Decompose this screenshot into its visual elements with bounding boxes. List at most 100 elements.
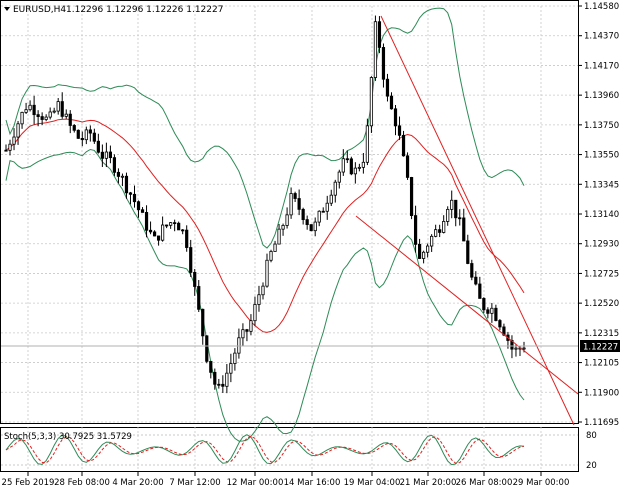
dropdown-triangle-icon[interactable] bbox=[4, 7, 10, 11]
candle-body bbox=[405, 155, 410, 178]
candle-body bbox=[132, 193, 137, 203]
y-tick-label: 1.13345 bbox=[584, 180, 619, 190]
candle-body bbox=[221, 383, 225, 387]
candle-body bbox=[24, 109, 28, 113]
candle-body bbox=[209, 360, 213, 373]
candle-body bbox=[189, 247, 193, 273]
stoch-main-line bbox=[5, 434, 525, 466]
candle-body bbox=[393, 108, 398, 127]
candle-body bbox=[490, 307, 494, 314]
candle-body bbox=[144, 212, 149, 231]
x-tick-label: 21 Mar 20:00 bbox=[400, 478, 457, 488]
candle-body bbox=[434, 229, 438, 237]
candle-body bbox=[56, 101, 60, 112]
candle-body bbox=[413, 215, 418, 245]
candle-body bbox=[156, 235, 161, 241]
candle-body bbox=[261, 285, 265, 296]
candle-body bbox=[72, 125, 76, 131]
candle-body bbox=[124, 175, 129, 194]
time-axis: 25 Feb 2019 28 Feb 08:00 4 Mar 20:00 7 Mar … bbox=[2, 472, 570, 488]
candle-body bbox=[40, 116, 44, 120]
candle-body bbox=[361, 161, 365, 168]
y-tick-label: 1.13140 bbox=[584, 210, 619, 220]
candle-body bbox=[474, 276, 478, 285]
bollinger-lower-line bbox=[5, 148, 525, 442]
candle-body bbox=[64, 113, 68, 117]
candle-body bbox=[381, 47, 386, 80]
candle-body bbox=[16, 123, 20, 138]
candle-body bbox=[269, 251, 273, 261]
candle-body bbox=[309, 224, 313, 232]
candle-body bbox=[389, 95, 394, 110]
x-tick-label: 14 Mar 16:00 bbox=[284, 478, 341, 488]
candle-body bbox=[68, 113, 72, 126]
candle-body bbox=[498, 320, 502, 328]
candle-body bbox=[193, 272, 197, 287]
candle-body bbox=[84, 129, 88, 141]
candle-body bbox=[365, 125, 369, 163]
candle-body bbox=[438, 229, 442, 233]
candle-body bbox=[470, 263, 474, 278]
grid bbox=[1, 5, 578, 471]
candle-body bbox=[289, 193, 293, 216]
candle-body bbox=[417, 243, 422, 259]
candle-body bbox=[486, 309, 490, 314]
candle-body bbox=[116, 171, 121, 177]
candle-body bbox=[297, 198, 301, 210]
candle-body bbox=[305, 219, 309, 225]
candle-body bbox=[245, 329, 249, 332]
candle-body bbox=[32, 104, 36, 116]
candle-body bbox=[301, 208, 305, 221]
candle-body bbox=[229, 363, 233, 374]
candle-body bbox=[273, 243, 277, 252]
x-tick-label: 19 Mar 04:00 bbox=[344, 478, 401, 488]
candle-body bbox=[458, 217, 462, 220]
candle-body bbox=[325, 202, 329, 212]
candles bbox=[4, 15, 526, 394]
candle-body bbox=[478, 283, 482, 299]
candle-body bbox=[201, 308, 205, 337]
candle-body bbox=[12, 136, 16, 145]
candle-body bbox=[397, 125, 402, 136]
candle-body bbox=[277, 228, 281, 245]
candle-body bbox=[313, 221, 317, 232]
candle-body bbox=[422, 251, 426, 259]
candle-body bbox=[293, 193, 297, 199]
candle-body bbox=[112, 157, 117, 173]
candle-body bbox=[96, 140, 100, 153]
candle-body bbox=[450, 199, 454, 210]
candle-body bbox=[128, 192, 133, 195]
bollinger-bands bbox=[5, 7, 525, 442]
candle-body bbox=[401, 134, 406, 157]
x-tick-label: 25 Feb 2019 bbox=[2, 478, 55, 488]
candle-body bbox=[217, 383, 221, 386]
candle-body bbox=[241, 329, 245, 339]
candle-body bbox=[177, 222, 181, 231]
candle-body bbox=[349, 158, 353, 175]
candle-body bbox=[454, 199, 458, 219]
candle-body bbox=[181, 229, 185, 232]
candle-body bbox=[120, 175, 125, 178]
x-tick-label: 7 Mar 12:00 bbox=[169, 478, 220, 488]
x-tick-label: 28 Feb 08:00 bbox=[54, 478, 110, 488]
candle-body bbox=[321, 210, 325, 213]
candle-body bbox=[28, 104, 32, 111]
candle-body bbox=[88, 129, 92, 134]
trend-lines bbox=[355, 15, 579, 426]
candle-body bbox=[377, 21, 382, 48]
candle-body bbox=[213, 371, 217, 385]
moving-average-line bbox=[5, 118, 525, 333]
candle-body bbox=[152, 231, 157, 237]
candle-body bbox=[522, 347, 526, 350]
x-tick-label: 26 Mar 08:00 bbox=[456, 478, 513, 488]
candle-body bbox=[104, 151, 108, 159]
candle-body bbox=[329, 194, 333, 204]
stoch-lines bbox=[5, 434, 525, 466]
candle-body bbox=[4, 149, 8, 152]
candle-body bbox=[108, 151, 113, 159]
candle-body bbox=[60, 101, 64, 117]
x-tick-label: 29 Mar 00:00 bbox=[513, 478, 570, 488]
stoch-level-80: 80 bbox=[586, 431, 597, 441]
